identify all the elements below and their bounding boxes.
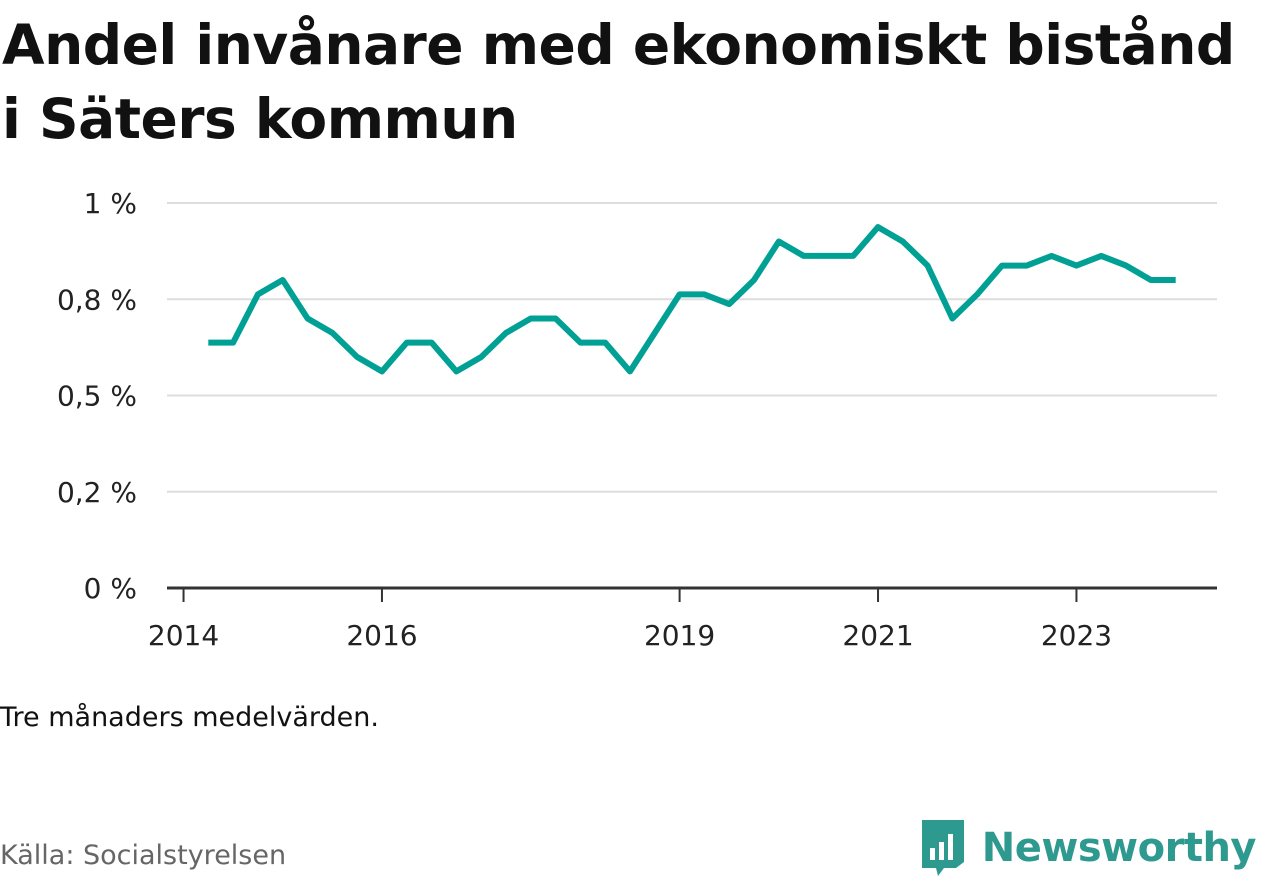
x-tick-label: 2021 bbox=[842, 619, 913, 652]
x-tick-label: 2019 bbox=[644, 619, 715, 652]
chart-title: Andel invånare med ekonomiskt bistånd i … bbox=[2, 13, 1235, 151]
y-tick-label: 1 % bbox=[84, 187, 137, 220]
brand-name: Newsworthy bbox=[981, 825, 1257, 871]
chart-note: Tre månaders medelvärden. bbox=[0, 702, 379, 733]
y-axis-ticks: 0 % 0,2 % 0,5 % 0,8 % 1 % bbox=[57, 187, 137, 605]
y-tick-label: 0,8 % bbox=[57, 283, 137, 316]
x-axis-ticks: 2014 2016 2019 2021 2023 bbox=[148, 588, 1112, 652]
line-chart: 0 %0,2 %0,5 %0,8 %1 % 2014 2016 2019 2021 20… bbox=[57, 187, 1217, 652]
newsworthy-logo-icon bbox=[921, 820, 964, 876]
y-tick-label: 0 % bbox=[84, 572, 137, 605]
y-tick-label: 0,2 % bbox=[57, 476, 137, 509]
grid-lines bbox=[167, 202, 1217, 493]
series-group bbox=[208, 224, 1176, 375]
source-label: Källa: Socialstyrelsen bbox=[0, 840, 287, 871]
x-tick-label: 2016 bbox=[346, 619, 417, 652]
x-tick-label: 2014 bbox=[148, 619, 219, 652]
series-line bbox=[208, 224, 1176, 375]
y-tick-label: 0,5 % bbox=[57, 380, 137, 413]
brand-logo: Newsworthy bbox=[918, 818, 1257, 878]
x-tick-label: 2023 bbox=[1041, 619, 1112, 652]
